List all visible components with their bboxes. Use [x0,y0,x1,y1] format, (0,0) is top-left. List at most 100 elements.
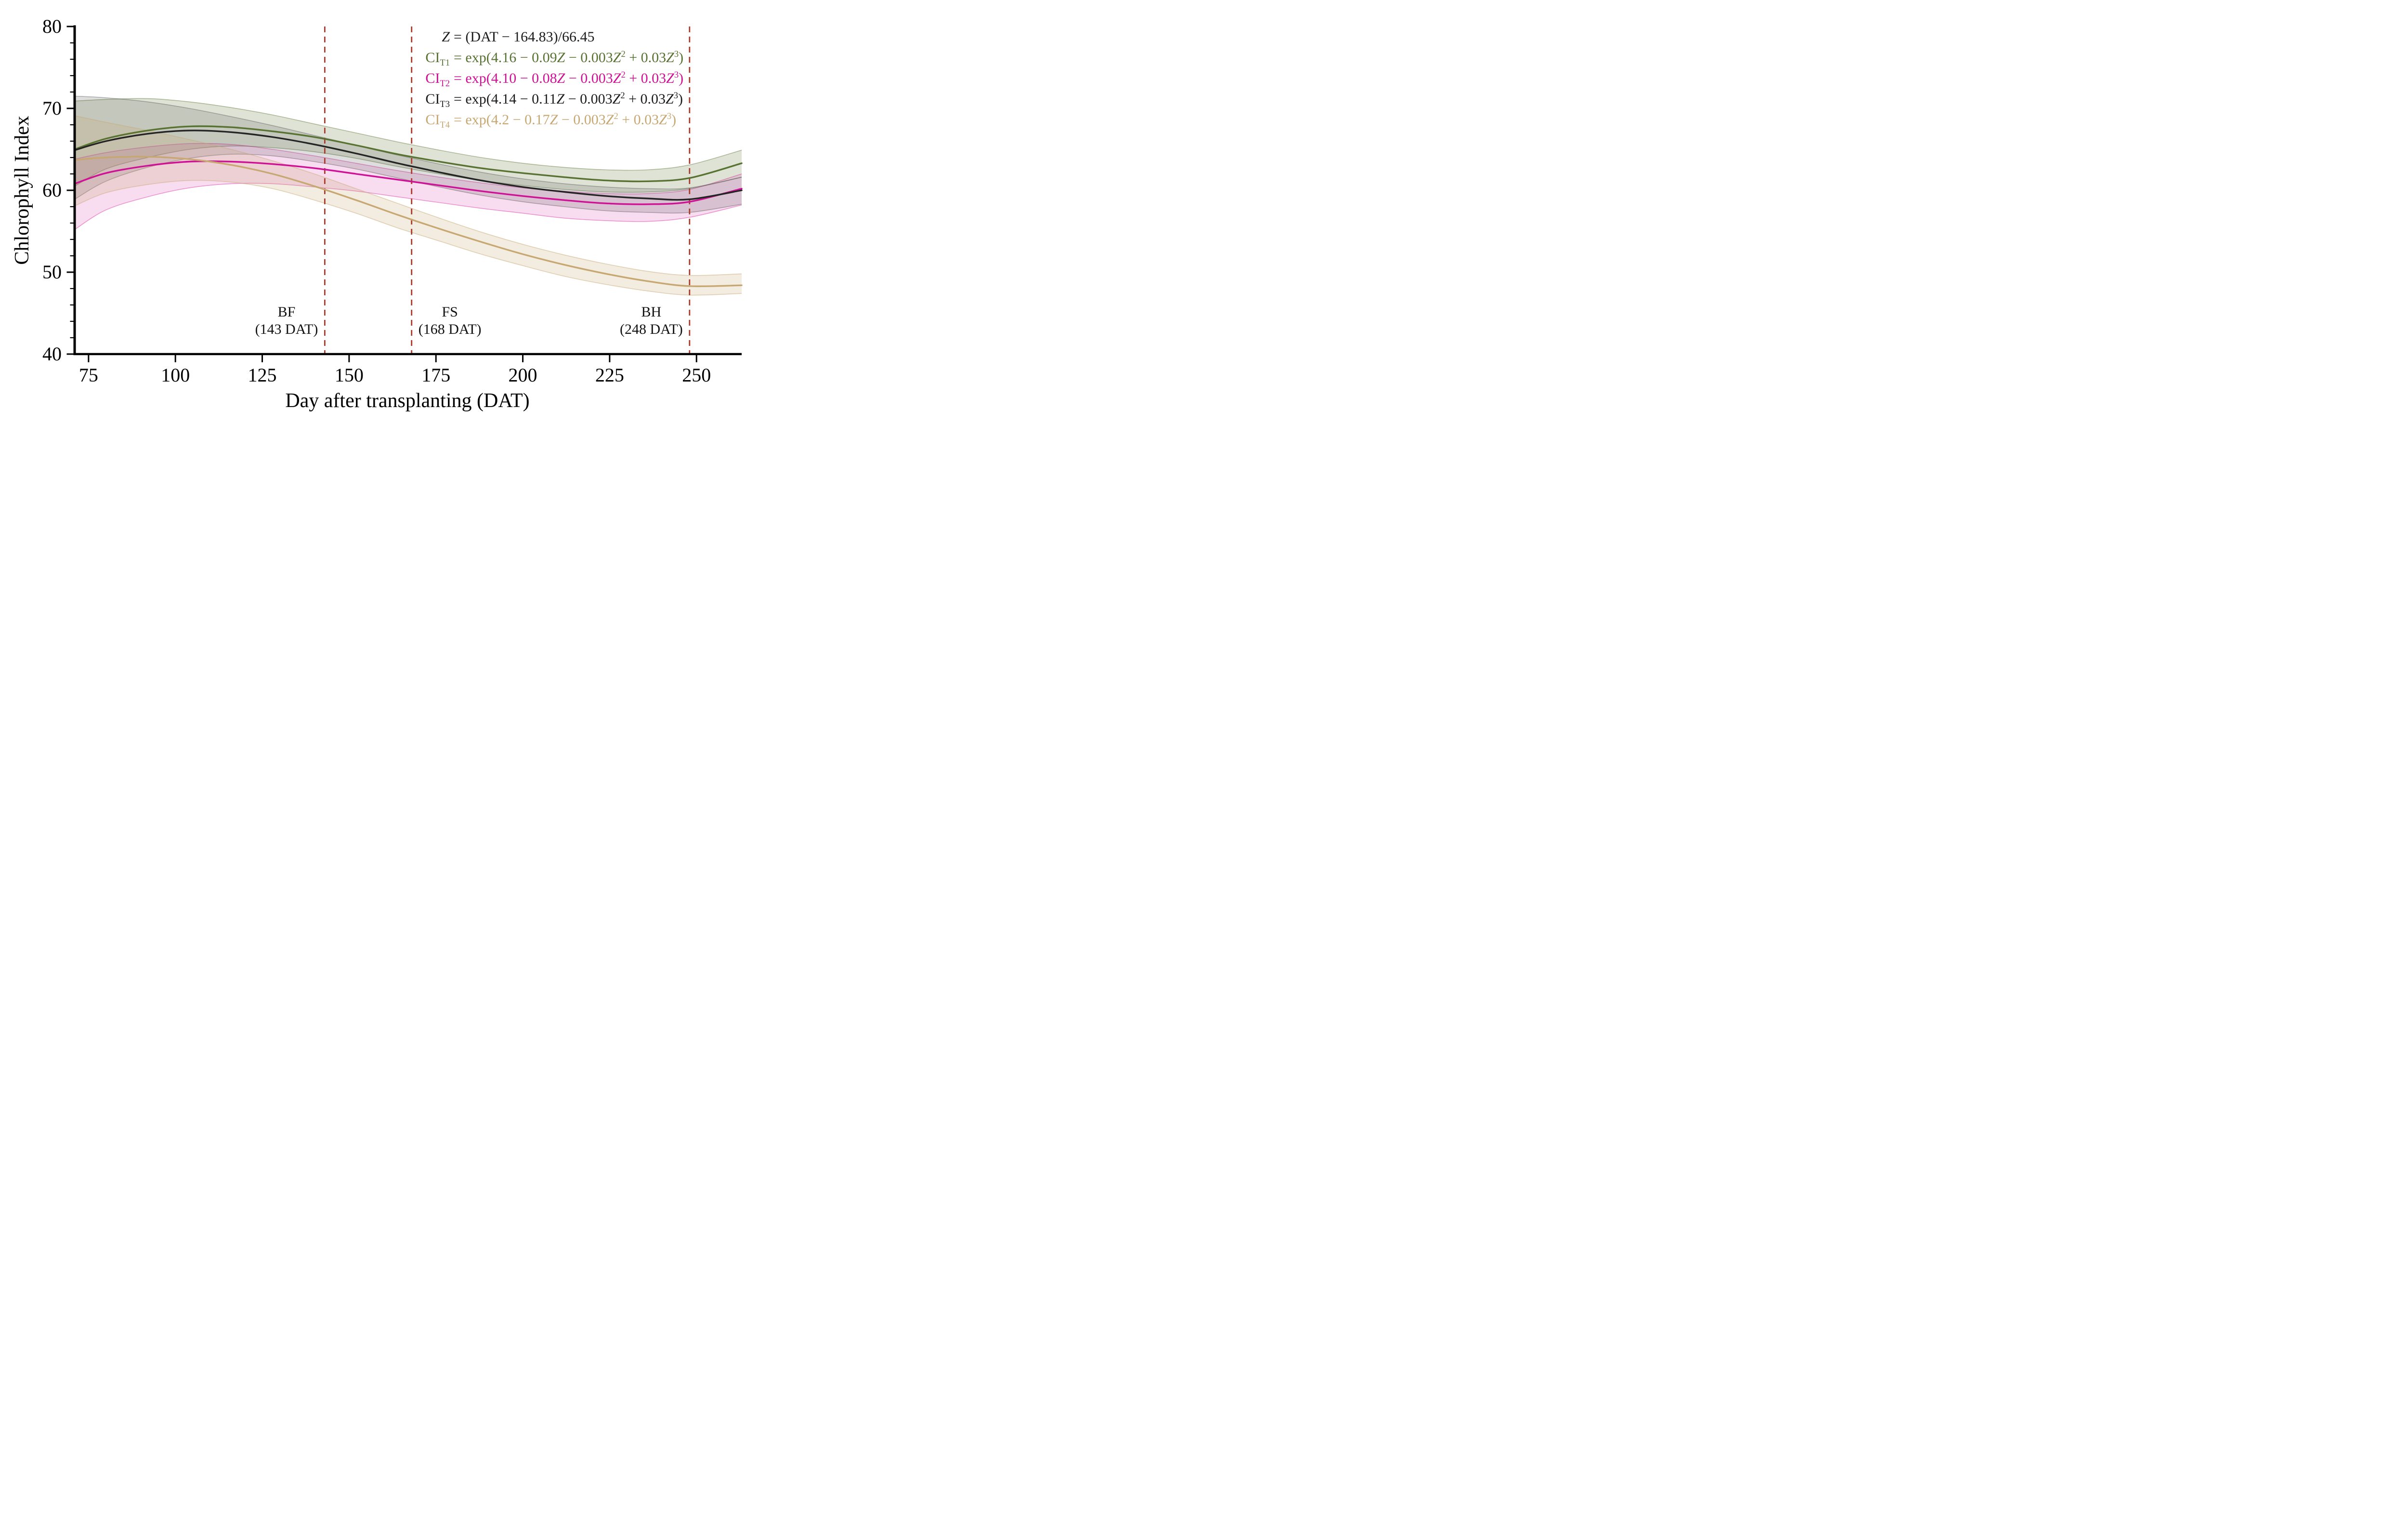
equation-text-segment: CI [425,112,440,128]
axes: 40 50 60 70 80 75 100 125 150 175 200 225 250 [42,15,742,386]
x-tick-label: 75 [79,364,98,386]
event-dat-label: (143 DAT) [255,321,318,337]
equation-text-segment: 2 [621,49,626,59]
equation-text-segment: Z [556,91,565,107]
confidence-band-T1 [75,98,742,193]
x-tick-label: 175 [421,364,450,386]
equation-rhs: = exp(4.14 − 0.11Z − 0.003Z2 + 0.03Z3) [454,91,683,107]
equation-text-segment: T4 [440,120,450,130]
equation-rhs: = exp(4.16 − 0.09Z − 0.003Z2 + 0.03Z3) [454,50,683,66]
band-upper-edge-T1 [74,98,742,171]
series-line-T4 [74,156,743,287]
equation-text-segment: Z [612,91,621,107]
equation-text-segment: − 0.003 [565,70,613,86]
equation-text-segment: = exp(4.10 − 0.08 [454,70,557,86]
equation-text-segment: T1 [440,58,450,68]
event-label-fs: FS (168 DAT) [419,303,482,338]
equation-text-segment: 3 [674,70,679,80]
series-lines [74,125,743,287]
ci-t4-equation: CIT4 = exp(4.2 − 0.17Z − 0.003Z2 + 0.03Z3… [412,112,683,132]
equation-rhs: = exp(4.10 − 0.08Z − 0.003Z2 + 0.03Z3) [454,70,683,87]
y-tick-label: 70 [42,97,62,119]
equation-text-segment: Z [659,112,667,128]
confidence-bands [74,95,742,296]
band-lower-edge-T3 [74,154,742,214]
equation-text-segment: ) [678,91,683,107]
ci-t2-equation: CIT2 = exp(4.10 − 0.08Z − 0.003Z2 + 0.03Z… [412,70,683,91]
equation-rhs: = exp(4.2 − 0.17Z − 0.003Z2 + 0.03Z3) [454,112,676,128]
equation-text-segment: 2 [614,111,618,121]
y-tick-label: 40 [42,343,62,365]
equation-text-segment: + 0.03 [625,50,667,66]
band-lower-edge-T2 [74,183,742,230]
equation-text-segment: − 0.003 [564,91,613,107]
equation-text-segment: Z [613,70,621,86]
series-line-T2 [74,160,743,205]
equation-text-segment: = exp(4.14 − 0.11 [454,91,557,107]
confidence-band-T2 [75,143,742,230]
equation-text-segment: CI [425,70,440,86]
equation-text-segment: 3 [667,111,672,121]
equation-lhs: Z [412,29,450,45]
series-line-T1 [74,125,743,183]
equation-text-segment: Z [550,112,558,128]
equation-text-segment: Z [666,70,674,86]
chart-canvas: 40 50 60 70 80 75 100 125 150 175 200 225 250 [42,15,743,386]
equation-text-segment: CI [425,91,440,107]
equation-text-segment: − 0.003 [565,50,613,66]
equation-lhs: CIT2 [412,70,450,88]
equation-lhs: CIT1 [412,50,450,68]
chlorophyll-index-chart: 40 50 60 70 80 75 100 125 150 175 200 225 250 Chloro… [0,0,755,432]
series-line-T3 [74,130,743,201]
equation-text-segment: Z [666,91,674,107]
event-label-bf: BF (143 DAT) [255,303,318,338]
equation-text-segment: − 0.003 [558,112,606,128]
band-lower-edge-T1 [74,145,742,193]
equation-text-segment: T3 [440,99,450,109]
equation-lhs: CIT3 [412,91,450,109]
band-lower-edge-T4 [74,180,742,296]
x-tick-label: 200 [509,364,537,386]
equation-text-segment: Z [613,50,621,66]
equation-text-segment: ) [679,70,684,86]
equation-text-segment: Z [666,50,674,66]
x-axis-label: Day after transplanting (DAT) [285,390,530,412]
x-tick-label: 125 [248,364,277,386]
equation-text-segment: = exp(4.16 − 0.09 [454,50,557,66]
y-axis-label: Chlorophyll Index [11,116,33,265]
z-definition: Z = (DAT − 164.83)/66.45 [412,29,683,50]
equation-text-segment: Z [557,50,565,66]
equation-text-segment: = exp(4.2 − 0.17 [454,112,550,128]
equation-text-segment: = (DAT − 164.83)/66.45 [454,29,595,45]
ci-t3-equation: CIT3 = exp(4.14 − 0.11Z − 0.003Z2 + 0.03Z… [412,91,683,112]
equation-rhs: = (DAT − 164.83)/66.45 [454,29,594,45]
equation-text-segment: Z [605,112,614,128]
equation-text-segment: 3 [673,91,679,101]
equation-text-segment: + 0.03 [618,112,659,128]
x-tick-label: 250 [682,364,711,386]
y-tick-label: 60 [42,179,62,201]
equation-lhs: CIT4 [412,112,450,130]
ci-t1-equation: CIT1 = exp(4.16 − 0.09Z − 0.003Z2 + 0.03Z… [412,50,683,70]
equation-text-segment: + 0.03 [625,91,666,107]
confidence-band-T4 [75,116,742,295]
event-dat-label: (168 DAT) [418,321,482,337]
equation-text-segment: ) [679,50,684,66]
y-tick-label: 80 [42,15,62,37]
event-code: FS [442,304,458,320]
equation-text-segment: 2 [620,91,625,101]
x-tick-label: 100 [161,364,190,386]
event-code: BF [277,304,296,320]
equation-text-segment: 3 [674,49,679,59]
event-dat-label: (248 DAT) [619,321,683,337]
equation-text-segment: CI [425,50,440,66]
equation-legend: Z = (DAT − 164.83)/66.45 CIT1 = exp(4.16 − … [412,29,683,132]
equation-text-segment: Z [442,29,450,45]
equation-text-segment: ) [671,112,677,128]
x-tick-label: 225 [595,364,624,386]
confidence-band-T3 [75,96,742,213]
band-upper-edge-T2 [74,143,742,195]
y-tick-label: 50 [42,261,62,283]
x-tick-label: 150 [335,364,364,386]
event-code: BH [641,304,662,320]
